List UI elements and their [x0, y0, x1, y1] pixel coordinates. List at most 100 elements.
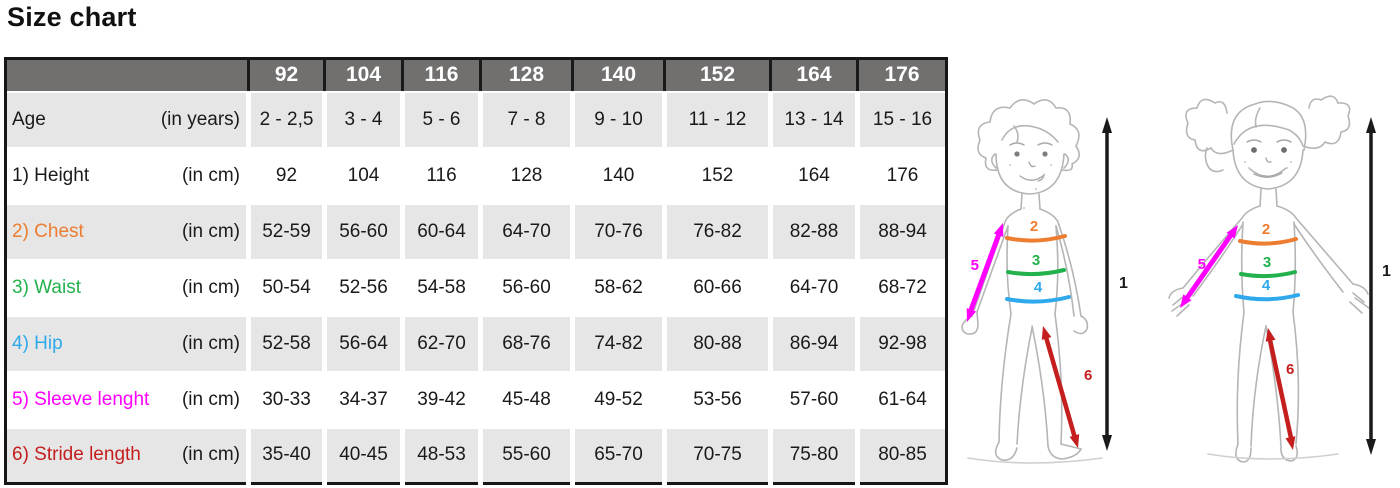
- cell-value: 60-66: [662, 258, 771, 316]
- boy-figure-illustration: 2 3 4 5 6 1: [950, 58, 1135, 482]
- row-label: 3) Waist: [5, 258, 161, 316]
- corner-header: [5, 58, 249, 92]
- cell-value: 35-40: [246, 426, 325, 484]
- cell-value: 52-56: [322, 258, 403, 316]
- cell-value: 68-72: [855, 258, 947, 316]
- row-label: Age: [5, 90, 161, 148]
- girl-hip-marker-label: 4: [1262, 277, 1271, 294]
- column-header: 128: [479, 58, 573, 92]
- cell-value: 64-70: [768, 258, 858, 316]
- girl-stride-arrow: [1265, 328, 1296, 450]
- cell-value: 140: [570, 146, 665, 204]
- boy-freckles: [1009, 164, 1052, 209]
- boy-height-arrow: [1102, 117, 1112, 451]
- cell-value: 55-60: [478, 426, 573, 484]
- page-title: Size chart: [7, 2, 137, 32]
- row-label: 4) Hip: [5, 314, 161, 372]
- girl-body-outline: [1168, 95, 1370, 463]
- cell-value: 3 - 4: [322, 90, 403, 148]
- boy-stride-marker-label: 6: [1084, 367, 1092, 384]
- boy-sketch-svg: 2 3 4 5 6 1: [961, 99, 1128, 464]
- cell-value: 57-60: [768, 370, 858, 428]
- girl-waist-marker-label: 3: [1263, 254, 1271, 271]
- boy-eyes: [1014, 151, 1048, 157]
- boy-hip-marker-label: 4: [1034, 279, 1043, 296]
- cell-value: 74-82: [570, 314, 665, 372]
- girl-sketch-svg: 2 3 4 5 6 1: [1168, 95, 1391, 463]
- cell-value: 56-60: [322, 202, 403, 260]
- boy-face-features: [1009, 142, 1053, 182]
- girl-face-features: [1246, 139, 1292, 178]
- boy-waist-line: [1006, 268, 1066, 277]
- cell-value: 70-76: [570, 202, 665, 260]
- girl-sleeve-marker-label: 5: [1198, 256, 1206, 273]
- cell-value: 9 - 10: [570, 90, 665, 148]
- header-row: 92 104 116 128 140 152 164 176: [5, 58, 947, 92]
- cell-value: 152: [662, 146, 771, 204]
- column-header: 176: [856, 58, 947, 92]
- girl-hip-line: [1234, 293, 1300, 302]
- size-chart-table-container: 92 104 116 128 140 152 164 176 Age (in years) 2 -…: [4, 57, 948, 485]
- cell-value: 88-94: [855, 202, 947, 260]
- row-unit: (in years): [160, 90, 249, 148]
- cell-value: 40-45: [322, 426, 403, 484]
- cell-value: 53-56: [662, 370, 771, 428]
- cell-value: 34-37: [322, 370, 403, 428]
- cell-value: 45-48: [478, 370, 573, 428]
- cell-value: 70-75: [662, 426, 771, 484]
- table-row: 6) Stride length (in cm) 35-40 40-45 48-53 55…: [5, 426, 947, 484]
- cell-value: 50-54: [246, 258, 325, 316]
- cell-value: 54-58: [400, 258, 481, 316]
- row-unit: (in cm): [160, 370, 249, 428]
- row-unit: (in cm): [160, 314, 249, 372]
- column-header: 104: [323, 58, 403, 92]
- cell-value: 56-60: [478, 258, 573, 316]
- boy-stride-arrow: [1041, 326, 1080, 448]
- boy-waist-marker-label: 3: [1032, 252, 1040, 269]
- boy-body-outline: [961, 99, 1103, 464]
- girl-waist-line: [1239, 270, 1297, 279]
- cell-value: 61-64: [855, 370, 947, 428]
- cell-value: 15 - 16: [855, 90, 947, 148]
- cell-value: 164: [768, 146, 858, 204]
- cell-value: 176: [855, 146, 947, 204]
- row-unit: (in cm): [160, 426, 249, 484]
- row-unit: (in cm): [160, 146, 249, 204]
- row-label: 6) Stride length: [5, 426, 161, 484]
- girl-chest-marker-label: 2: [1262, 221, 1270, 238]
- boy-chest-line: [1005, 234, 1067, 243]
- cell-value: 92-98: [855, 314, 947, 372]
- girl-height-marker-label: 1: [1382, 263, 1391, 280]
- cell-value: 58-62: [570, 258, 665, 316]
- cell-value: 104: [322, 146, 403, 204]
- cell-value: 7 - 8: [478, 90, 573, 148]
- row-label: 2) Chest: [5, 202, 161, 260]
- boy-sleeve-marker-label: 5: [971, 257, 979, 274]
- column-header: 116: [401, 58, 481, 92]
- cell-value: 86-94: [768, 314, 858, 372]
- cell-value: 60-64: [400, 202, 481, 260]
- cell-value: 13 - 14: [768, 90, 858, 148]
- row-unit: (in cm): [160, 202, 249, 260]
- column-header: 140: [571, 58, 665, 92]
- cell-value: 82-88: [768, 202, 858, 260]
- cell-value: 128: [478, 146, 573, 204]
- cell-value: 75-80: [768, 426, 858, 484]
- row-label: 1) Height: [5, 146, 161, 204]
- cell-value: 5 - 6: [400, 90, 481, 148]
- cell-value: 2 - 2,5: [246, 90, 325, 148]
- boy-chest-marker-label: 2: [1030, 218, 1038, 235]
- cell-value: 52-59: [246, 202, 325, 260]
- boy-height-marker-label: 1: [1119, 275, 1128, 292]
- cell-value: 80-85: [855, 426, 947, 484]
- girl-height-arrow: [1366, 117, 1376, 455]
- cell-value: 65-70: [570, 426, 665, 484]
- table-row: 5) Sleeve lenght (in cm) 30-33 34-37 39-42 45…: [5, 370, 947, 428]
- girl-chest-line: [1238, 237, 1298, 246]
- girl-sleeve-arrow: [1180, 225, 1238, 308]
- cell-value: 92: [246, 146, 325, 204]
- cell-value: 49-52: [570, 370, 665, 428]
- cell-value: 64-70: [478, 202, 573, 260]
- boy-sleeve-arrow: [966, 223, 1004, 322]
